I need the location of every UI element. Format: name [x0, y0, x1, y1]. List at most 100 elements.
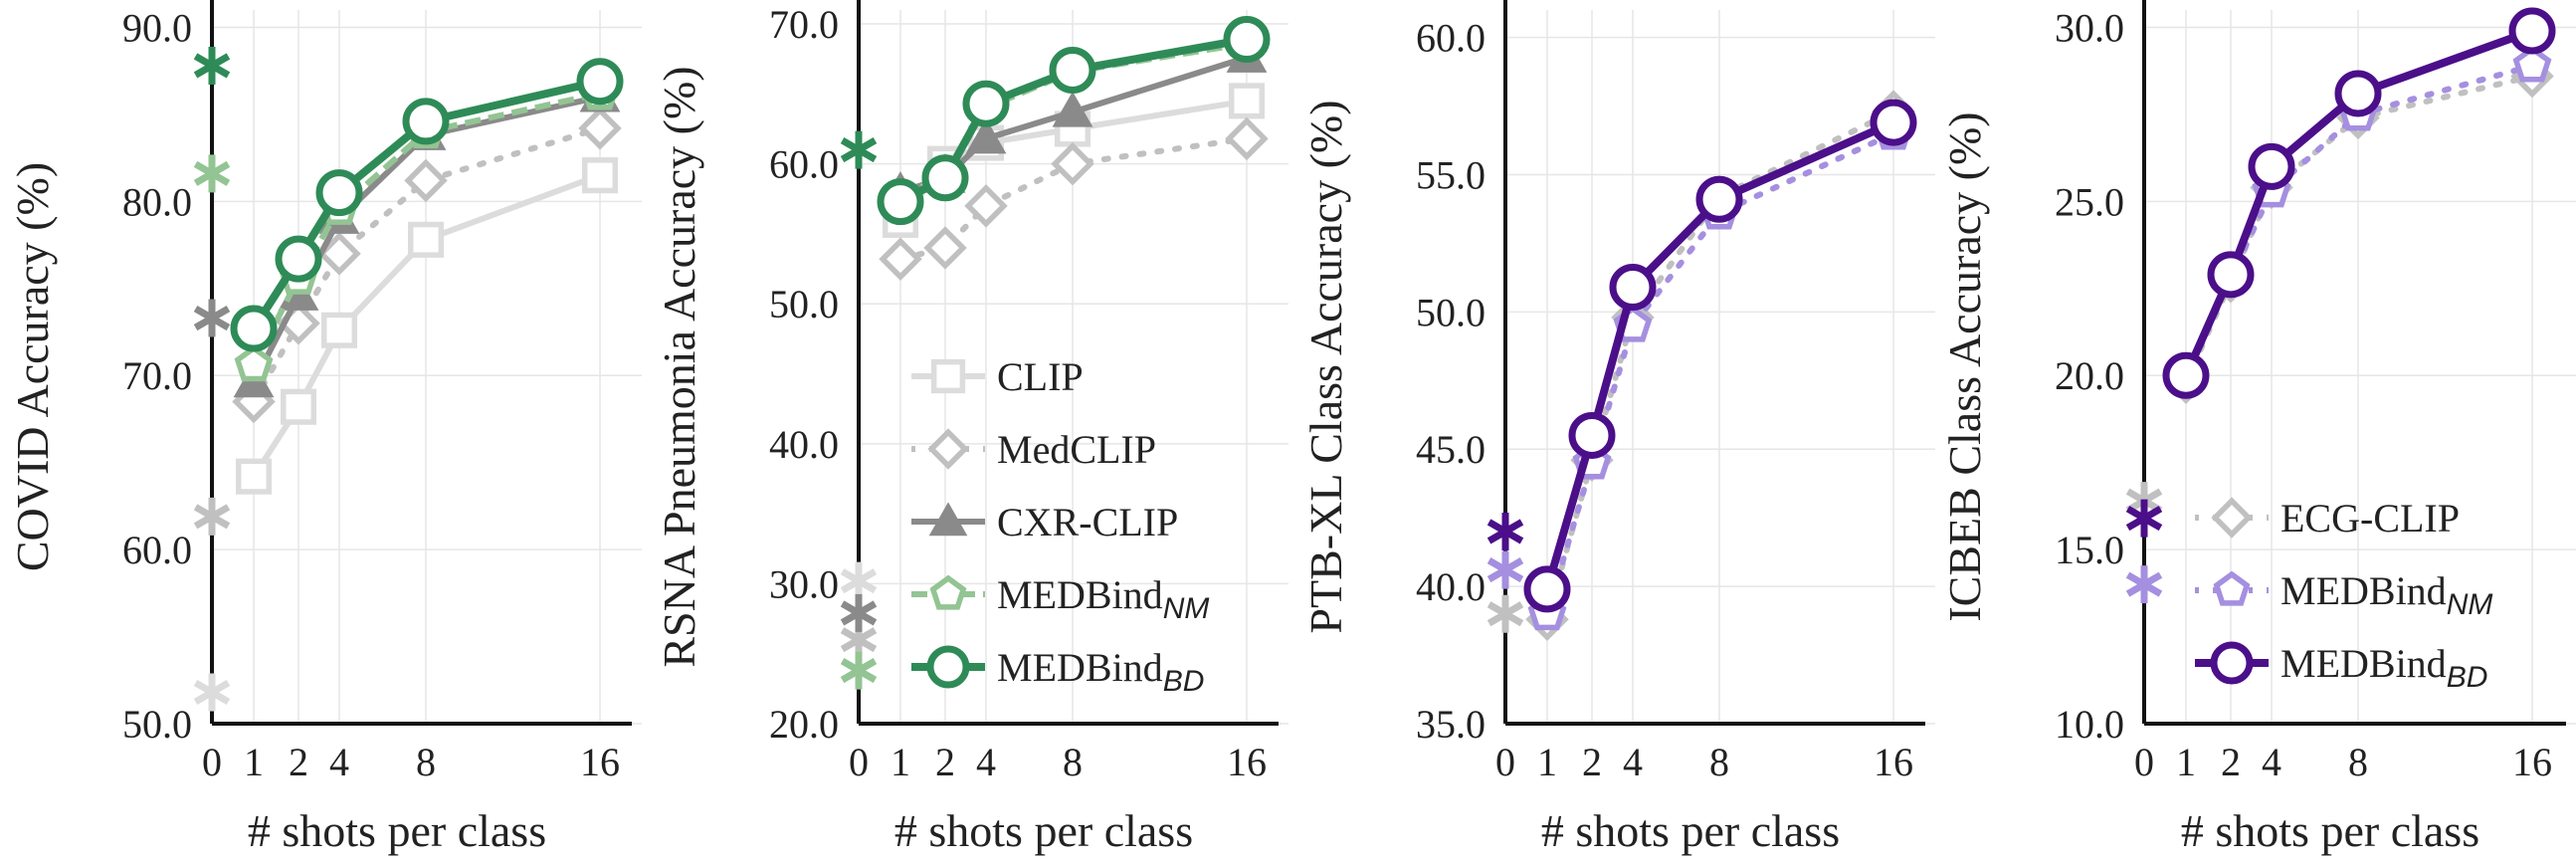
- data-point: [1523, 565, 1571, 613]
- data-point: [877, 178, 924, 226]
- data-point: [235, 458, 273, 495]
- data-point: [280, 388, 317, 425]
- zero-shot-point: [193, 497, 231, 536]
- y-tick-label: 50.0: [122, 702, 192, 747]
- y-tick-label: 10.0: [2055, 702, 2124, 747]
- data-point: [317, 232, 361, 276]
- x-tick-label: 0: [1495, 740, 1515, 784]
- y-tick-label: 70.0: [769, 2, 839, 47]
- y-axis-label: PTB-XL Class Accuracy (%): [1300, 100, 1351, 633]
- y-tick-label: 60.0: [122, 528, 192, 572]
- x-tick-label: 8: [1709, 740, 1729, 784]
- y-tick-label: 45.0: [1416, 427, 1486, 472]
- legend-item-ecg-clip: ECG-CLIP: [2195, 496, 2460, 541]
- data-point: [1225, 116, 1269, 161]
- y-tick-label: 70.0: [122, 353, 192, 398]
- y-tick-label: 30.0: [769, 561, 839, 606]
- zero-shot-point: [840, 593, 878, 632]
- data-point: [964, 184, 1008, 228]
- legend-label: MEDBindBD: [997, 645, 1204, 698]
- zero-shot-point: [1486, 594, 1524, 633]
- data-point: [581, 157, 619, 194]
- x-axis-label: # shots per class: [2181, 805, 2479, 856]
- y-tick-label: 40.0: [769, 422, 839, 467]
- legend-label: MEDBindBD: [2280, 641, 2487, 694]
- x-tick-label: 16: [1227, 740, 1267, 784]
- data-point: [2248, 142, 2295, 190]
- data-point: [2207, 251, 2255, 299]
- data-point: [402, 98, 450, 145]
- y-tick-label: 60.0: [769, 142, 839, 187]
- legend-marker: [930, 358, 966, 394]
- x-tick-label: 1: [891, 740, 910, 784]
- data-point: [578, 107, 622, 150]
- y-tick-label: 20.0: [769, 702, 839, 747]
- y-tick-label: 50.0: [769, 282, 839, 326]
- zero-shot-point: [840, 130, 878, 169]
- data-point: [2334, 70, 2382, 117]
- zero-shot-point: [840, 651, 878, 690]
- series-line: [251, 124, 603, 405]
- legend-marker: [928, 502, 968, 537]
- series-ecg-clip: [2125, 54, 2554, 521]
- y-tick-label: 60.0: [1416, 16, 1486, 61]
- series-line: [1544, 130, 1896, 617]
- data-point: [230, 305, 278, 352]
- data-point: [1049, 46, 1096, 94]
- data-point: [2162, 351, 2210, 399]
- x-tick-label: 1: [244, 740, 264, 784]
- x-tick-label: 2: [289, 740, 308, 784]
- series-medbind-bd: [193, 46, 624, 352]
- series-medbind-bd: [1486, 99, 1917, 613]
- x-tick-label: 4: [1623, 740, 1643, 784]
- y-tick-label: 55.0: [1416, 152, 1486, 197]
- x-tick-label: 1: [2176, 740, 2196, 784]
- x-tick-label: 16: [580, 740, 620, 784]
- y-tick-label: 20.0: [2055, 353, 2124, 398]
- y-tick-label: 30.0: [2055, 5, 2124, 50]
- y-axis-label: ICBEB Class Accuracy (%): [1939, 111, 1990, 621]
- legend-item-medclip: MedCLIP: [911, 427, 1156, 472]
- legend-item-medbind-bd: MEDBindBD: [2195, 641, 2487, 694]
- y-tick-label: 50.0: [1416, 290, 1486, 334]
- data-point: [576, 58, 624, 106]
- series-medbind-bd: [840, 16, 1271, 226]
- data-point: [275, 235, 322, 283]
- legend-marker: [2213, 570, 2251, 606]
- data-point: [965, 117, 1007, 154]
- legend-item-medbind-bd: MEDBindBD: [911, 645, 1204, 698]
- data-point: [1870, 99, 1917, 146]
- x-tick-label: 16: [2512, 740, 2552, 784]
- x-tick-label: 0: [849, 740, 869, 784]
- zero-shot-point: [2125, 499, 2163, 538]
- x-tick-label: 4: [976, 740, 996, 784]
- series-medclip: [193, 107, 622, 536]
- x-axis-label: # shots per class: [1541, 805, 1840, 856]
- legend-marker: [927, 428, 969, 470]
- legend: CLIP MedCLIP CXR-CLIP MEDBindNM MEDBindBD: [911, 354, 1209, 698]
- subplot-4: 10.0 15.0 20.0 25.0 30.0 0 1 2 4 8 16 # shots per c…: [1939, 0, 2576, 856]
- y-tick-label: 15.0: [2055, 528, 2124, 572]
- y-tick-label: 80.0: [122, 179, 192, 224]
- data-point: [2508, 7, 2556, 55]
- y-tick-label: 90.0: [122, 5, 192, 50]
- series-medclip: [840, 116, 1269, 659]
- data-point: [315, 169, 363, 217]
- legend-item-medbind-nm: MEDBindNM: [911, 572, 1209, 625]
- y-axis-label: COVID Accuracy (%): [7, 162, 58, 571]
- data-point: [407, 221, 445, 258]
- x-tick-label: 2: [2221, 740, 2241, 784]
- legend-item-cxr-clip: CXR-CLIP: [911, 500, 1178, 544]
- x-tick-label: 16: [1874, 740, 1913, 784]
- data-point: [2512, 45, 2552, 83]
- y-tick-label: 35.0: [1416, 702, 1486, 747]
- data-point: [921, 154, 969, 202]
- legend-label: MEDBindNM: [2280, 568, 2492, 621]
- x-tick-label: 0: [2134, 740, 2154, 784]
- x-tick-label: 4: [329, 740, 349, 784]
- data-point: [1609, 264, 1657, 312]
- zero-shot-point: [1486, 550, 1524, 589]
- zero-shot-point: [2125, 565, 2163, 604]
- data-point: [1051, 141, 1094, 186]
